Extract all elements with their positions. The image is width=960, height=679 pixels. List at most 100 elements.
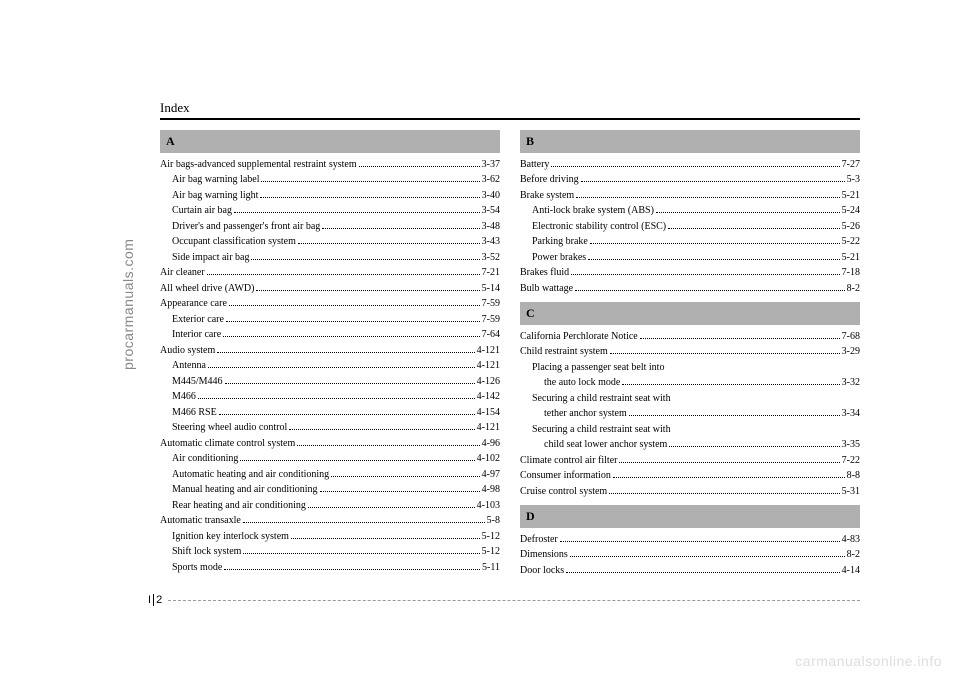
entry-label: Sports mode (172, 560, 222, 576)
entry-dots (219, 414, 475, 415)
entry-page: 3-37 (482, 157, 500, 173)
entry-page: 5-12 (482, 544, 500, 560)
index-entry: Child restraint system3-29 (520, 344, 860, 360)
entry-page: 7-68 (842, 329, 860, 345)
entry-page: 4-98 (482, 482, 500, 498)
entry-page: 7-59 (482, 312, 500, 328)
section-letter: C (520, 302, 860, 325)
entry-dots (359, 166, 480, 167)
index-entry: Air cleaner7-21 (160, 265, 500, 281)
index-entry: California Perchlorate Notice7-68 (520, 329, 860, 345)
entry-dots (322, 228, 479, 229)
entry-dots (610, 353, 840, 354)
entry-dots (609, 493, 839, 494)
page-num: 2 (156, 594, 162, 606)
index-entry: Climate control air filter7-22 (520, 453, 860, 469)
entry-page: 7-22 (842, 453, 860, 469)
index-entry: M445/M4464-126 (160, 374, 500, 390)
entry-label: Air bags-advanced supplemental restraint… (160, 157, 357, 173)
entry-page: 3-35 (842, 437, 860, 453)
entry-page: 5-21 (842, 250, 860, 266)
index-entry: Interior care7-64 (160, 327, 500, 343)
entry-label: Placing a passenger seat belt into (532, 360, 664, 376)
entry-label: Parking brake (532, 234, 588, 250)
entry-label: Securing a child restraint seat with (532, 422, 671, 438)
index-entry: Antenna4-121 (160, 358, 500, 374)
entry-dots (234, 212, 480, 213)
entry-label: Air cleaner (160, 265, 205, 281)
index-entry: Air bag warning light3-40 (160, 188, 500, 204)
entry-page: 3-34 (842, 406, 860, 422)
entry-label: Before driving (520, 172, 579, 188)
index-entry: Door locks 4-14 (520, 563, 860, 579)
index-entry: Consumer information8-8 (520, 468, 860, 484)
entry-dots (243, 522, 485, 523)
entry-label: M445/M446 (172, 374, 223, 390)
entry-label: Bulb wattage (520, 281, 573, 297)
entry-page: 3-32 (842, 375, 860, 391)
entry-dots (560, 541, 840, 542)
sidebar-watermark: procarmanuals.com (120, 239, 136, 370)
index-entry: Bulb wattage8-2 (520, 281, 860, 297)
section-letter: B (520, 130, 860, 153)
index-entry: M466 RSE4-154 (160, 405, 500, 421)
entry-label: Interior care (172, 327, 221, 343)
entry-dots (551, 166, 839, 167)
index-entry: Air bag warning label3-62 (160, 172, 500, 188)
entry-page: 5-24 (842, 203, 860, 219)
entry-dots (629, 415, 840, 416)
left-column: AAir bags-advanced supplemental restrain… (160, 130, 500, 578)
entry-page: 5-3 (847, 172, 860, 188)
page-prefix: I (148, 594, 151, 606)
entry-label: Driver's and passenger's front air bag (172, 219, 320, 235)
entry-label: Exterior care (172, 312, 224, 328)
index-entry: Exterior care 7-59 (160, 312, 500, 328)
entry-page: 4-14 (842, 563, 860, 579)
entry-page: 3-29 (842, 344, 860, 360)
entry-label: Battery (520, 157, 549, 173)
index-entry: Appearance care7-59 (160, 296, 500, 312)
entry-page: 4-121 (477, 343, 500, 359)
entry-dots (291, 538, 480, 539)
index-entry: tether anchor system3-34 (520, 406, 860, 422)
index-entry: Sports mode5-11 (160, 560, 500, 576)
entry-dots (256, 290, 479, 291)
entry-dots (308, 507, 475, 508)
entry-dots (260, 197, 479, 198)
entry-dots (669, 446, 839, 447)
entry-page: 8-2 (847, 547, 860, 563)
index-entry: Parking brake5-22 (520, 234, 860, 250)
entry-label: Securing a child restraint seat with (532, 391, 671, 407)
entry-page: 4-96 (482, 436, 500, 452)
entry-label: Occupant classification system (172, 234, 296, 250)
entry-label: Air bag warning light (172, 188, 258, 204)
entry-label: Brakes fluid (520, 265, 569, 281)
right-column: BBattery7-27Before driving5-3Brake syste… (520, 130, 860, 578)
entry-dots (576, 197, 840, 198)
entry-dots (331, 476, 479, 477)
index-entry: Brakes fluid7-18 (520, 265, 860, 281)
entry-page: 3-62 (482, 172, 500, 188)
index-entry: All wheel drive (AWD)5-14 (160, 281, 500, 297)
index-entry: Driver's and passenger's front air bag 3-… (160, 219, 500, 235)
index-entry: Dimensions8-2 (520, 547, 860, 563)
entry-page: 3-48 (482, 219, 500, 235)
entry-label: Defroster (520, 532, 558, 548)
index-entry: Manual heating and air conditioning4-98 (160, 482, 500, 498)
index-entry: Automatic transaxle5-8 (160, 513, 500, 529)
entry-dots (566, 572, 839, 573)
entry-dots (225, 383, 475, 384)
entry-page: 4-103 (477, 498, 500, 514)
entry-label: Automatic climate control system (160, 436, 295, 452)
entry-page: 4-121 (477, 358, 500, 374)
entry-dots (656, 212, 840, 213)
entry-dots (581, 181, 845, 182)
entry-label: M466 (172, 389, 196, 405)
entry-label: Electronic stability control (ESC) (532, 219, 666, 235)
entry-page: 7-59 (482, 296, 500, 312)
entry-dots (570, 556, 845, 557)
footer-divider (168, 600, 860, 601)
entry-label: Door locks (520, 563, 564, 579)
index-entry: Automatic heating and air conditioning4-… (160, 467, 500, 483)
entry-page: 5-21 (842, 188, 860, 204)
